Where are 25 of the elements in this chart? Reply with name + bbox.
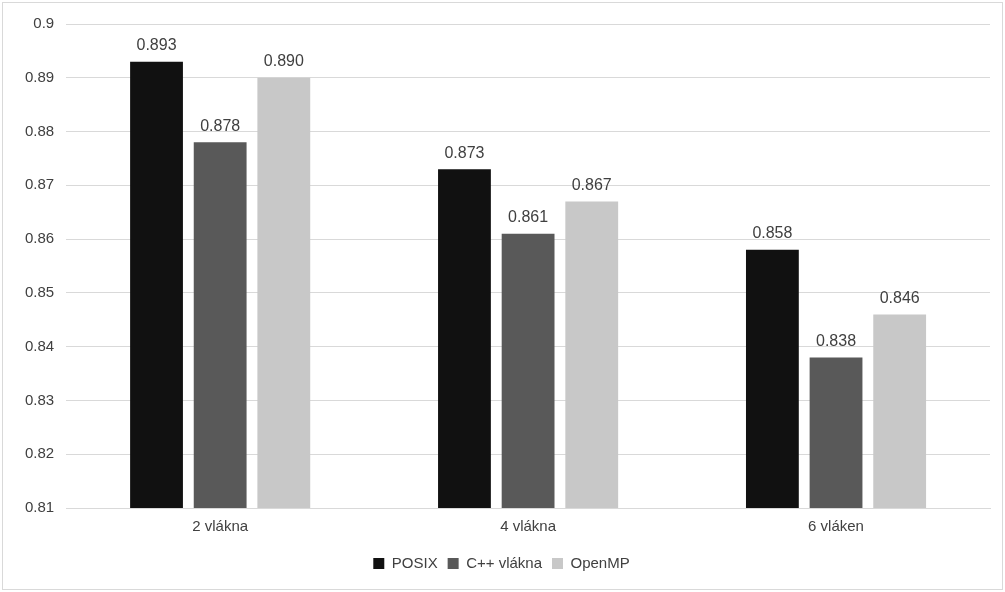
x-tick-label: 2 vlákna	[192, 517, 249, 535]
x-tick-label: 4 vlákna	[500, 517, 557, 535]
y-tick-label: 0.86	[24, 229, 55, 247]
data-label: 0.846	[879, 288, 920, 306]
y-tick-label: 0.84	[24, 336, 55, 354]
data-label: 0.838	[816, 331, 857, 349]
y-tick-label: 0.81	[24, 498, 55, 516]
data-label: 0.858	[752, 224, 793, 242]
y-tick-label: 0.89	[24, 67, 55, 85]
y-tick-label: 0.9	[33, 14, 55, 32]
y-tick-label: 0.87	[24, 175, 55, 193]
y-tick-label: 0.88	[24, 121, 55, 139]
data-label: 0.878	[200, 116, 241, 134]
legend-label: POSIX	[391, 553, 438, 571]
data-label: 0.893	[136, 36, 177, 54]
x-tick-label: 6 vláken	[808, 517, 864, 535]
legend-label: C++ vlákna	[466, 553, 543, 571]
y-tick-label: 0.85	[24, 283, 55, 301]
legend-label: OpenMP	[570, 553, 630, 571]
y-tick-label: 0.82	[24, 444, 55, 462]
data-label: 0.873	[444, 143, 485, 161]
y-tick-label: 0.83	[24, 390, 55, 408]
data-label: 0.867	[571, 175, 612, 193]
data-label: 0.890	[263, 52, 304, 70]
data-label: 0.861	[508, 208, 549, 226]
